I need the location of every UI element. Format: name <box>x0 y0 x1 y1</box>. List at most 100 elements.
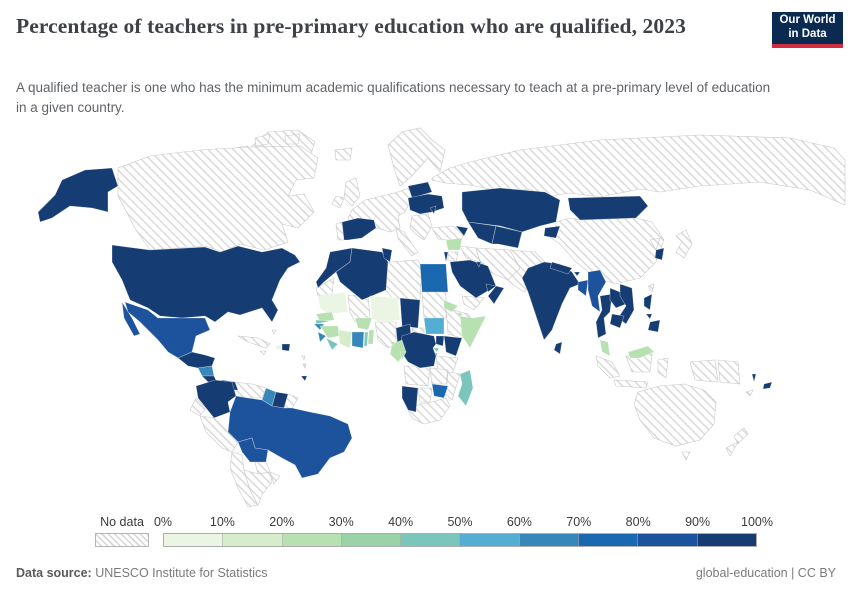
legend-band-50-60%[interactable] <box>460 534 520 546</box>
legend-band-40-50%[interactable] <box>401 534 461 546</box>
country-new-caledonia[interactable] <box>745 389 754 397</box>
country-myanmar[interactable] <box>587 269 607 313</box>
country-canada[interactable] <box>117 145 319 253</box>
country-ukraine[interactable] <box>407 193 445 215</box>
country-kyrgyzstan[interactable] <box>543 225 561 239</box>
country-somalia[interactable] <box>459 315 487 349</box>
country-bhutan[interactable] <box>573 271 581 277</box>
country-kuwait[interactable] <box>475 261 482 268</box>
country-new-zealand[interactable] <box>725 427 749 457</box>
country-senegal[interactable] <box>315 311 335 323</box>
country-peru[interactable] <box>199 415 239 453</box>
country-balkans[interactable] <box>409 213 433 241</box>
country-jamaica[interactable] <box>259 350 267 356</box>
legend-band-10-20%[interactable] <box>223 534 283 546</box>
country-bolivia[interactable] <box>237 437 269 463</box>
country-bahamas[interactable] <box>271 329 277 335</box>
country-ghana[interactable] <box>351 331 365 349</box>
country-indonesia[interactable] <box>595 353 719 389</box>
country-kenya[interactable] <box>443 335 463 357</box>
country-zambia[interactable] <box>429 367 449 385</box>
country-uganda[interactable] <box>435 335 445 347</box>
country-sudan[interactable] <box>421 291 447 319</box>
country-trinidad-and-tobago[interactable] <box>300 375 308 382</box>
country-paraguay[interactable] <box>254 461 271 475</box>
country-liberia[interactable] <box>325 337 339 351</box>
country-taiwan[interactable] <box>647 283 655 293</box>
country-uzbekistan[interactable] <box>491 225 523 249</box>
country-italy[interactable] <box>395 227 419 257</box>
legend-band-80-90%[interactable] <box>638 534 698 546</box>
legend-band-70-80%[interactable] <box>579 534 639 546</box>
country-mongolia[interactable] <box>567 195 649 221</box>
legend-band-0-10%[interactable] <box>164 534 224 546</box>
country-botswana[interactable] <box>417 387 433 403</box>
country-vanuatu[interactable] <box>751 373 757 383</box>
country-ireland[interactable] <box>331 195 345 209</box>
country-india[interactable] <box>521 261 581 341</box>
owid-logo[interactable]: Our World in Data <box>772 12 843 48</box>
country-japan[interactable] <box>675 229 693 259</box>
legend-band-30-40%[interactable] <box>341 534 402 546</box>
country-republic-of-the-congo[interactable] <box>399 351 407 361</box>
country-belarus[interactable] <box>407 181 433 199</box>
country-philippines[interactable] <box>643 293 661 333</box>
legend-band-90-100%[interactable] <box>697 534 756 546</box>
country-burkina-faso[interactable] <box>354 317 373 331</box>
country-kazakhstan[interactable] <box>461 187 561 233</box>
country-haiti[interactable] <box>275 343 283 351</box>
country-united-states[interactable] <box>37 167 301 323</box>
country-nicaragua[interactable] <box>197 365 215 377</box>
country-brazil[interactable] <box>227 395 353 479</box>
country-colombia[interactable] <box>195 379 237 419</box>
country-niger[interactable] <box>369 295 401 323</box>
country-sri-lanka[interactable] <box>553 341 563 355</box>
country-saudi-arabia[interactable] <box>449 259 497 299</box>
country-spain[interactable] <box>341 217 377 241</box>
country-south-sudan[interactable] <box>423 317 445 335</box>
country-oman[interactable] <box>487 285 505 305</box>
country-laos[interactable] <box>609 287 627 309</box>
country-sierra-leone[interactable] <box>317 331 327 343</box>
country-yemen[interactable] <box>461 295 485 311</box>
country-tunisia[interactable] <box>381 247 393 263</box>
country-lesser-antilles[interactable] <box>301 355 307 369</box>
country-togo[interactable] <box>363 331 369 347</box>
country-benin[interactable] <box>367 329 375 345</box>
country-bangladesh[interactable] <box>577 279 589 297</box>
country-eritrea[interactable] <box>443 299 459 313</box>
country-uruguay[interactable] <box>269 471 281 485</box>
country-madagascar[interactable] <box>457 369 474 407</box>
country-syria[interactable] <box>445 237 463 251</box>
country-israel[interactable] <box>443 251 449 263</box>
country-equatorial-guinea[interactable] <box>389 341 396 347</box>
country-dr-congo[interactable] <box>399 331 437 369</box>
country-libya[interactable] <box>385 259 423 301</box>
country-malaysia[interactable] <box>599 339 655 359</box>
country-united-kingdom[interactable] <box>343 177 361 207</box>
country-zimbabwe[interactable] <box>431 383 449 399</box>
country-namibia[interactable] <box>401 385 419 413</box>
country-cambodia[interactable] <box>609 313 625 329</box>
country-moldova[interactable] <box>429 205 437 215</box>
country-cuba[interactable] <box>237 335 271 349</box>
country-chad[interactable] <box>399 297 421 329</box>
country-south-africa[interactable] <box>407 397 451 425</box>
country-turkey[interactable] <box>431 225 467 242</box>
country-egypt[interactable] <box>419 263 449 293</box>
country-rwanda[interactable] <box>432 347 440 353</box>
country-dominican-republic[interactable] <box>281 343 291 352</box>
country-scandinavia[interactable] <box>387 127 446 187</box>
country-djibouti[interactable] <box>457 311 464 318</box>
legend-no-data-swatch[interactable] <box>95 533 149 547</box>
legend-band-20-30%[interactable] <box>282 534 342 546</box>
country-azerbaijan[interactable] <box>455 225 469 237</box>
country-angola[interactable] <box>403 365 431 387</box>
country-turkmenistan[interactable] <box>467 221 497 245</box>
country-papua-new-guinea[interactable] <box>717 359 741 385</box>
country-fiji[interactable] <box>762 381 773 390</box>
country-cote-divoire[interactable] <box>337 329 353 349</box>
footer-links[interactable]: global-education | CC BY <box>695 566 836 580</box>
country-mauritania[interactable] <box>317 291 349 315</box>
country-north-korea[interactable] <box>649 237 661 251</box>
